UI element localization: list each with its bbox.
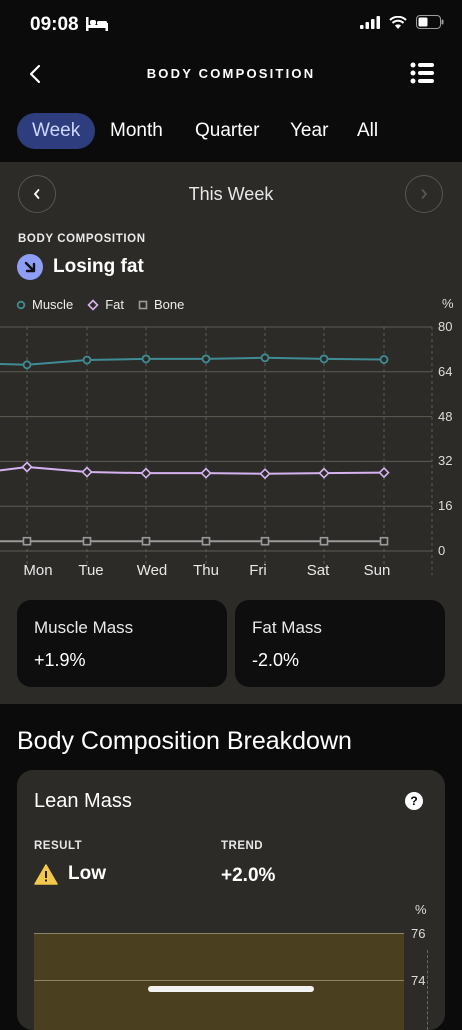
diamond-marker-icon	[87, 298, 99, 311]
data-point-muscle	[22, 360, 32, 370]
y-tick-label: 0	[438, 543, 446, 558]
fat-mass-card[interactable]: Fat Mass -2.0%	[235, 600, 445, 687]
lean-mass-title: Lean Mass	[34, 790, 132, 812]
x-tick-label: Fri	[249, 562, 267, 579]
data-point-muscle	[379, 355, 389, 364]
home-indicator[interactable]	[148, 986, 314, 992]
breakdown-title: Body Composition Breakdown	[17, 727, 352, 755]
gridline	[34, 933, 404, 934]
data-point-fat	[81, 466, 93, 478]
previous-period-button[interactable]	[18, 175, 56, 213]
y-tick-label: 16	[438, 498, 453, 514]
lean-range-band	[34, 934, 404, 1030]
data-point-bone	[22, 536, 32, 546]
data-point-bone	[260, 536, 270, 546]
data-point-muscle	[260, 353, 270, 363]
data-point-fat	[140, 467, 152, 479]
result-row: Low	[34, 863, 106, 885]
battery-icon	[416, 15, 444, 34]
fat-mass-title: Fat Mass	[252, 618, 322, 637]
data-point-bone	[141, 536, 151, 546]
tab-year[interactable]: Year	[290, 120, 329, 141]
data-point-bone	[319, 536, 329, 546]
legend-item-fat: Fat	[87, 297, 124, 312]
x-tick-label: Tue	[78, 562, 104, 579]
help-icon[interactable]: ?	[405, 792, 423, 810]
muscle-mass-title: Muscle Mass	[34, 618, 134, 637]
status-text: Losing fat	[53, 256, 144, 277]
legend-label-fat: Fat	[105, 297, 124, 312]
legend-label-muscle: Muscle	[32, 297, 74, 312]
square-marker-icon	[138, 300, 148, 309]
data-point-fat	[200, 467, 212, 479]
tab-all[interactable]: All	[357, 120, 379, 141]
list-icon	[410, 62, 434, 84]
period-label: This Week	[188, 184, 274, 204]
status-time: 09:08	[30, 14, 79, 35]
chevron-right-icon	[421, 189, 428, 199]
tab-week[interactable]: Week	[17, 113, 96, 149]
y-tick-label: 80	[438, 319, 453, 334]
line-chart	[0, 326, 433, 575]
data-point-fat	[21, 461, 33, 473]
result-value: Low	[68, 863, 106, 884]
data-point-muscle	[141, 354, 151, 364]
trend-value: +2.0%	[221, 865, 276, 886]
x-tick-label: Sun	[363, 562, 391, 579]
chart-unit: %	[442, 296, 454, 311]
x-tick-label: Mon	[23, 562, 53, 579]
lean-ytick: 74	[411, 973, 426, 988]
series-line-muscle	[0, 356, 385, 366]
y-tick-label: 32	[438, 453, 453, 469]
signal-icon	[360, 15, 380, 34]
gridline	[34, 980, 404, 981]
arrow-down-right-icon	[17, 254, 43, 280]
page-title: BODY COMPOSITION	[146, 66, 316, 81]
tab-quarter[interactable]: Quarter	[195, 120, 260, 141]
y-tick-label: 48	[438, 408, 453, 424]
composition-status: Losing fat	[17, 254, 144, 280]
x-tick-label: Sat	[306, 562, 330, 579]
muscle-mass-card[interactable]: Muscle Mass +1.9%	[17, 600, 227, 687]
tab-month[interactable]: Month	[110, 120, 163, 141]
bed-icon	[86, 17, 108, 36]
warning-icon	[34, 863, 58, 885]
back-button[interactable]	[22, 60, 50, 88]
data-point-fat	[378, 466, 390, 479]
data-point-muscle	[82, 355, 92, 365]
list-menu-button[interactable]	[410, 62, 438, 88]
data-point-bone	[201, 536, 211, 546]
data-point-muscle	[201, 354, 211, 364]
x-tick-label: Wed	[136, 562, 168, 579]
chevron-left-icon	[33, 189, 40, 199]
data-point-fat	[318, 467, 330, 479]
legend-item-muscle: Muscle	[16, 297, 73, 312]
next-period-button[interactable]	[405, 175, 443, 213]
legend-item-bone: Bone	[138, 297, 184, 312]
fat-mass-value: -2.0%	[252, 650, 300, 670]
lean-chart-unit: %	[415, 902, 427, 917]
chevron-left-icon	[29, 64, 41, 84]
trend-label: TREND	[221, 840, 264, 852]
data-point-bone	[82, 536, 92, 546]
section-label: BODY COMPOSITION	[18, 233, 146, 245]
series-line-fat	[0, 465, 385, 475]
lean-ytick: 76	[411, 926, 426, 941]
chart-legend: Muscle Fat Bone	[16, 297, 184, 312]
muscle-mass-value: +1.9%	[34, 650, 86, 670]
result-label: RESULT	[34, 840, 83, 852]
axis-line	[427, 950, 428, 1030]
legend-label-bone: Bone	[153, 297, 185, 312]
data-point-muscle	[319, 354, 329, 364]
wifi-icon	[389, 15, 407, 34]
circle-marker-icon	[16, 300, 26, 309]
x-tick-label: Thu	[193, 562, 219, 579]
data-point-bone	[379, 536, 389, 546]
y-tick-label: 64	[438, 363, 453, 379]
data-point-fat	[259, 468, 271, 480]
